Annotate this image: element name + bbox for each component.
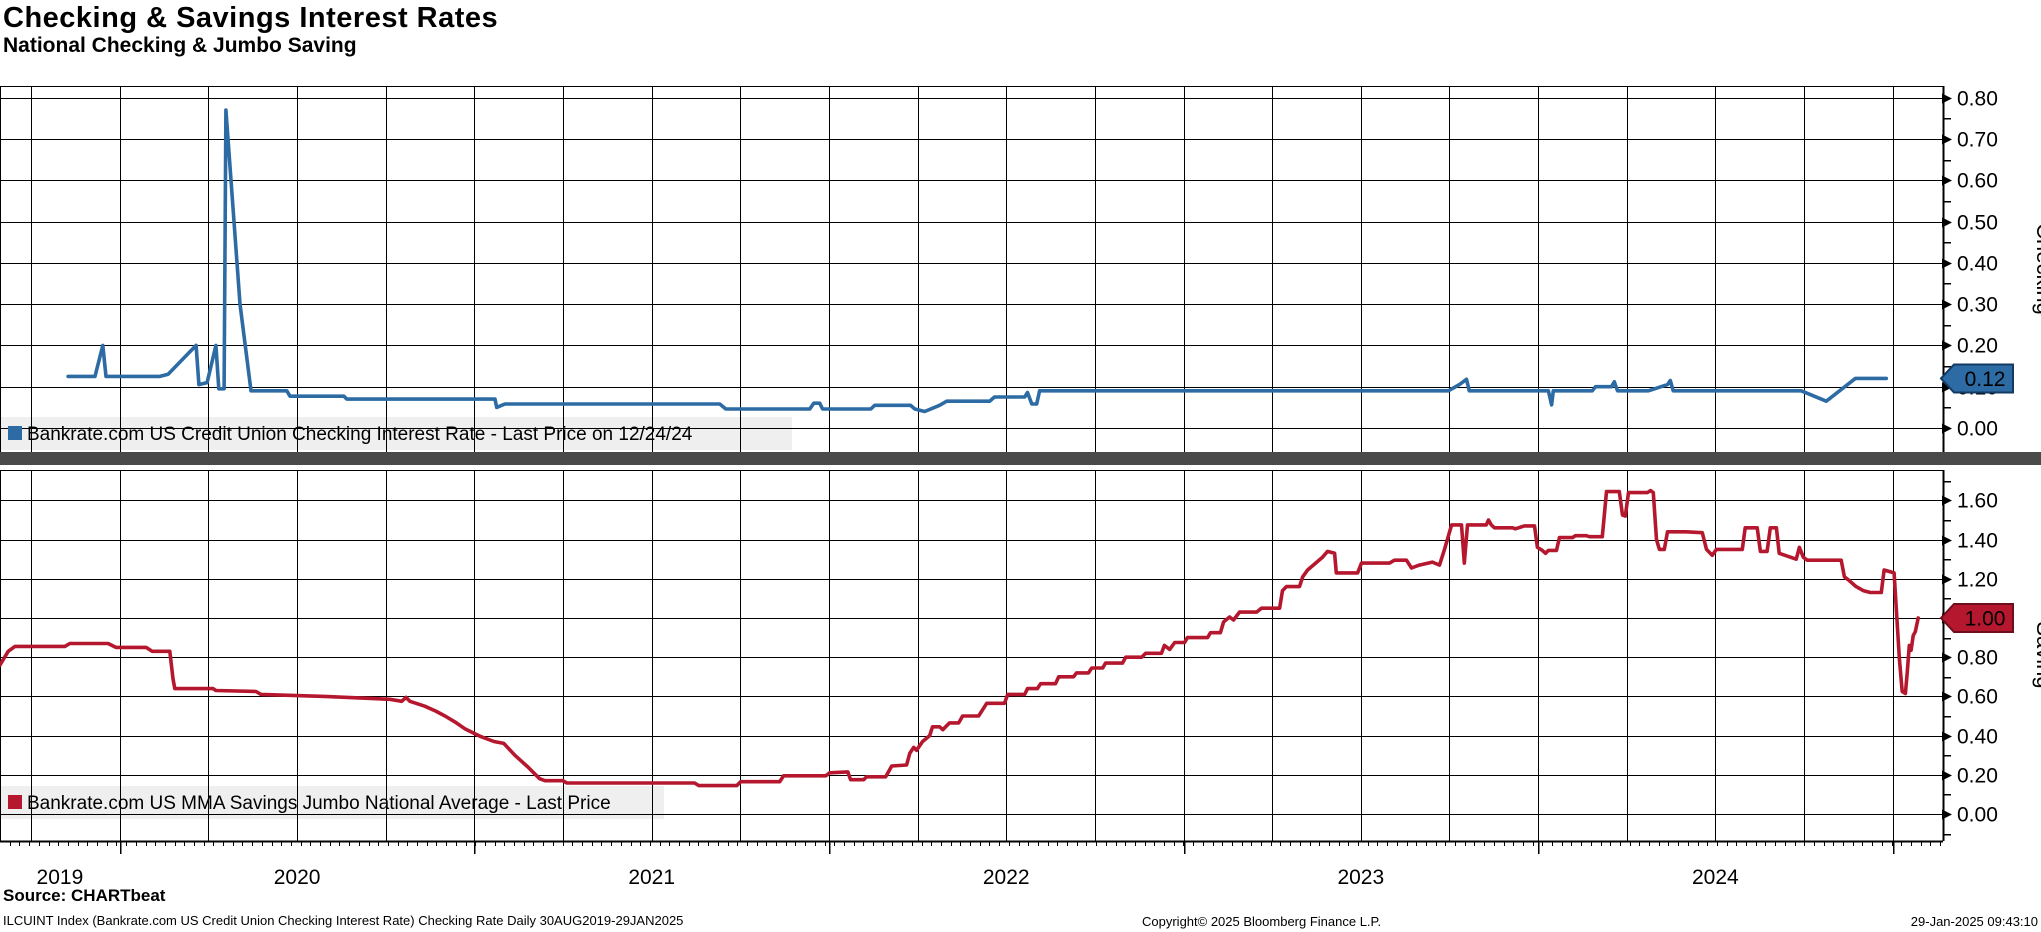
saving-legend-marker-icon xyxy=(8,795,22,809)
svg-text:0.80: 0.80 xyxy=(1957,647,1998,670)
checking-axis-title: Checking xyxy=(2032,223,2041,315)
svg-text:1.00: 1.00 xyxy=(1965,608,2006,631)
svg-text:1.40: 1.40 xyxy=(1957,530,1998,553)
svg-text:0.30: 0.30 xyxy=(1957,294,1998,317)
saving-legend: Bankrate.com US MMA Savings Jumbo Nation… xyxy=(8,793,611,814)
svg-text:0.12: 0.12 xyxy=(1965,368,2006,391)
svg-text:0.60: 0.60 xyxy=(1957,686,1998,709)
checking-legend: Bankrate.com US Credit Union Checking In… xyxy=(8,424,693,445)
security-tagline: ILCUINT Index (Bankrate.com US Credit Un… xyxy=(3,913,684,928)
svg-text:2022: 2022 xyxy=(983,866,1030,889)
checking-legend-band xyxy=(0,417,792,450)
svg-text:2020: 2020 xyxy=(274,866,321,889)
svg-text:0.70: 0.70 xyxy=(1957,129,1998,152)
svg-text:1.60: 1.60 xyxy=(1957,490,1998,513)
checking-legend-marker-icon xyxy=(8,426,22,440)
svg-text:0.00: 0.00 xyxy=(1957,804,1998,827)
svg-text:0.80: 0.80 xyxy=(1957,88,1998,111)
svg-text:2019: 2019 xyxy=(37,866,84,889)
svg-text:2023: 2023 xyxy=(1337,866,1384,889)
saving-legend-label: Bankrate.com US MMA Savings Jumbo Nation… xyxy=(27,793,611,814)
checking-legend-label: Bankrate.com US Credit Union Checking In… xyxy=(27,424,693,445)
last-price-flags: 0.12 1.00 xyxy=(1939,363,2014,633)
page-title: Checking & Savings Interest Rates xyxy=(3,2,499,34)
svg-text:0.20: 0.20 xyxy=(1957,335,1998,358)
svg-text:0.20: 0.20 xyxy=(1957,765,1998,788)
chart-subtitle: National Checking & Jumbo Saving xyxy=(3,34,357,57)
svg-text:2024: 2024 xyxy=(1692,866,1739,889)
saving-axis-title: Saving xyxy=(2032,621,2041,688)
source-label: Source: CHARTbeat xyxy=(3,886,166,905)
svg-text:0.60: 0.60 xyxy=(1957,170,1998,193)
svg-text:0.40: 0.40 xyxy=(1957,253,1998,276)
svg-text:0.50: 0.50 xyxy=(1957,212,1998,235)
svg-text:1.20: 1.20 xyxy=(1957,569,1998,592)
grid-layer: 0.000.100.200.300.400.500.600.700.800.00… xyxy=(0,86,1998,889)
copyright-label: Copyright© 2025 Bloomberg Finance L.P. xyxy=(1142,914,1382,929)
panel-separator xyxy=(0,452,2041,465)
svg-text:0.40: 0.40 xyxy=(1957,726,1998,749)
svg-text:2021: 2021 xyxy=(628,866,675,889)
series-layer xyxy=(0,108,1920,788)
svg-text:0.00: 0.00 xyxy=(1957,418,1998,441)
timestamp-label: 29-Jan-2025 09:43:10 xyxy=(1910,914,2038,929)
saving-legend-band xyxy=(0,786,664,819)
